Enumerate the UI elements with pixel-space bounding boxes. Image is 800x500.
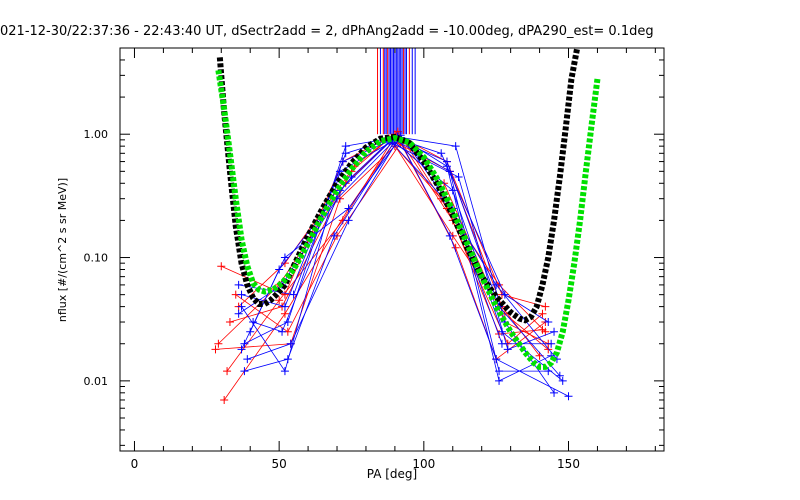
blue-data-point	[283, 355, 292, 364]
blue-data-point	[278, 327, 287, 336]
y-axis: 0.01 0.10 1.00	[84, 47, 664, 446]
blue-data-point	[550, 388, 559, 397]
blue-data-point	[344, 204, 353, 213]
green-fit-curve	[215, 69, 601, 370]
blue-data-point	[492, 280, 501, 289]
blue-data-point	[445, 231, 454, 240]
x-tick-label: 50	[272, 457, 287, 471]
red-data-point	[211, 345, 220, 354]
red-data-point	[280, 309, 289, 318]
red-data-point	[225, 318, 234, 327]
red-data-point	[541, 302, 550, 311]
blue-data-line	[238, 142, 558, 360]
x-tick-label: 100	[412, 457, 435, 471]
blue-data-point	[550, 327, 559, 336]
blue-data-point	[497, 339, 506, 348]
blue-data-point	[451, 142, 460, 151]
y-tick-label: 0.10	[84, 252, 109, 265]
blue-data-point	[341, 149, 350, 158]
y-axis-label: nflux [#/(cm^2 s sr MeV)]	[56, 178, 69, 322]
blue-data-point	[280, 367, 289, 376]
x-axis: 0 50 100 150	[131, 48, 656, 471]
plot-frame	[119, 47, 665, 452]
red-data-line	[229, 138, 540, 356]
red-data-line	[235, 142, 546, 360]
blue-data-point	[344, 216, 353, 225]
blue-data-point	[497, 327, 506, 336]
blue-data-line	[249, 141, 555, 350]
plot-area	[211, 48, 601, 404]
blue-data-point	[558, 376, 567, 385]
blue-data-point	[341, 142, 350, 151]
blue-data-point	[454, 172, 463, 181]
blue-data-point	[437, 149, 446, 158]
black-fit-curve	[216, 48, 581, 324]
red-data-line	[223, 136, 543, 401]
red-data-point	[541, 327, 550, 336]
red-data-point	[275, 296, 284, 305]
x-tick-label: 150	[557, 457, 580, 471]
chart-title: 021-12-30/22:37:36 - 22:43:40 UT, dSectr…	[0, 24, 654, 39]
blue-data-point	[234, 309, 243, 318]
blue-data-point	[500, 290, 509, 299]
y-tick-label: 0.01	[84, 375, 109, 388]
blue-data-point	[547, 339, 556, 348]
red-data-point	[217, 262, 226, 271]
blue-data-point	[289, 290, 298, 299]
blue-data-point	[240, 367, 249, 376]
x-axis-label: PA [deg]	[367, 467, 417, 481]
blue-data-point	[234, 280, 243, 289]
blue-data-point	[495, 376, 504, 385]
blue-data-point	[564, 392, 573, 401]
blue-data-line	[244, 136, 555, 394]
blue-data-point	[442, 162, 451, 171]
red-data-point	[544, 345, 553, 354]
blue-data-point	[283, 318, 292, 327]
red-data-point	[223, 367, 232, 376]
blue-data-point	[280, 302, 289, 311]
red-data-point	[220, 395, 229, 404]
blue-data-point	[280, 253, 289, 262]
blue-data-point	[237, 345, 246, 354]
y-tick-label: 1.00	[84, 128, 109, 141]
blue-data-point	[330, 231, 339, 240]
red-data-line	[226, 140, 549, 372]
blue-data-point	[544, 318, 553, 327]
blue-data-point	[243, 355, 252, 364]
red-data-point	[280, 290, 289, 299]
blue-data-point	[237, 290, 246, 299]
blue-data-point	[503, 345, 512, 354]
red-data-point	[538, 309, 547, 318]
red-data-point	[214, 339, 223, 348]
blue-data-point	[237, 302, 246, 311]
x-tick-label: 0	[131, 457, 139, 471]
red-data-line	[215, 145, 546, 350]
